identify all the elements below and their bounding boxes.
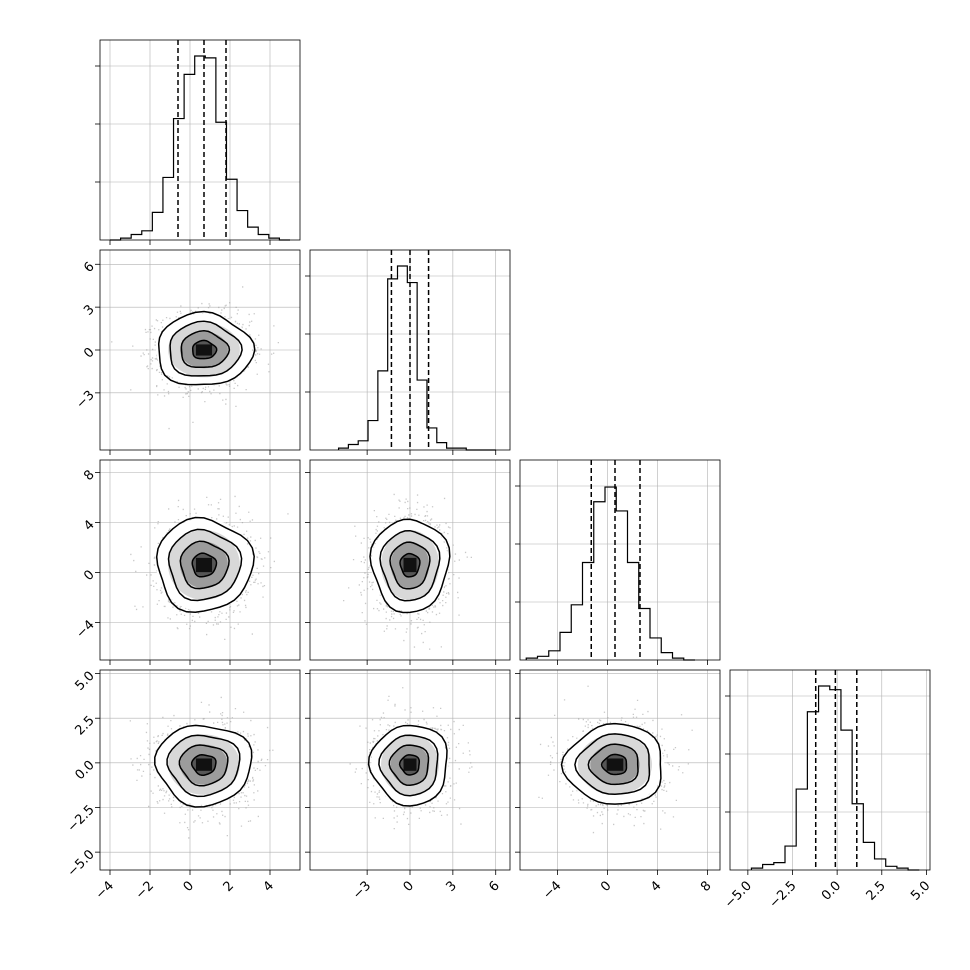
contour-line	[369, 518, 451, 614]
x-tick-label: 0	[181, 878, 197, 894]
contour-line	[167, 528, 243, 602]
contour-line	[398, 754, 421, 776]
x-tick-label: −4	[93, 878, 117, 902]
histogram-panel-1	[305, 249, 511, 455]
histogram-panel-3: −5.0 −2.5 0.0 2.5 5.0	[722, 669, 933, 911]
density-core	[403, 758, 417, 771]
scatter-panel-0-1: −3 0 3 6	[73, 249, 301, 455]
scatter-content	[310, 670, 510, 870]
scatter-content	[520, 670, 720, 870]
scatter-2-3-frame	[519, 669, 721, 871]
contour-line	[399, 552, 421, 578]
x-tick-label: 2.5	[864, 878, 889, 903]
x-tick-label: 3	[443, 878, 459, 894]
scatter-points	[130, 495, 289, 640]
histogram-3-frame	[729, 669, 931, 871]
x-tick-label: −4	[540, 878, 564, 902]
histogram-0-frame	[99, 39, 301, 241]
histogram-steps	[525, 486, 695, 661]
x-tick-label: −3	[350, 878, 374, 902]
contour-line	[190, 754, 217, 776]
scatter-0-3-frame	[99, 669, 301, 871]
scatter-points	[129, 696, 274, 839]
contour-line	[378, 734, 439, 797]
scatter-panel-1-3: −3 0 3 6	[305, 669, 511, 903]
y-tick-label: 2.5	[72, 713, 97, 738]
y-tick-label: −5.0	[65, 847, 98, 880]
x-tick-label: 6	[486, 878, 502, 894]
histogram-2-frame	[519, 459, 721, 661]
contour-line	[155, 516, 255, 614]
contour-line	[180, 330, 231, 369]
y-tick-label: 0.0	[72, 758, 97, 783]
contour-line	[191, 552, 218, 578]
contour-line	[560, 722, 662, 805]
x-tick-label: −2	[133, 878, 157, 902]
density-core	[195, 344, 213, 356]
x-tick-label: 0.0	[819, 878, 844, 903]
histogram-panel-2	[515, 459, 721, 665]
contour-line	[154, 724, 253, 808]
y-tick-label: −4	[73, 618, 97, 642]
y-tick-label: 5.0	[72, 669, 97, 694]
x-tick-label: −5.0	[722, 878, 755, 911]
contour-line	[191, 339, 218, 360]
x-tick-label: 2	[221, 878, 237, 894]
contour-line	[388, 744, 430, 787]
y-tick-label: 4	[81, 518, 97, 534]
scatter-content	[310, 460, 510, 660]
x-tick-label: −2.5	[767, 878, 800, 911]
y-tick-label: −3	[73, 388, 97, 412]
contour-line	[179, 540, 230, 590]
x-tick-label: 4	[648, 878, 664, 894]
x-tick-label: 8	[698, 878, 714, 894]
scatter-content	[100, 670, 300, 870]
scatter-panel-2-3: −4 0 4 8	[515, 669, 721, 903]
scatter-panel-0-2: −4 0 4 8	[73, 459, 301, 665]
contour-line	[166, 734, 241, 798]
x-tick-label: 0	[598, 878, 614, 894]
density-core	[195, 557, 213, 573]
contour-line	[157, 310, 256, 386]
contour-line	[169, 320, 243, 377]
x-tick-label: 5.0	[908, 878, 933, 903]
density-core	[195, 758, 213, 771]
histogram-steps	[110, 55, 290, 241]
y-tick-label: 8	[81, 468, 97, 484]
density-core	[403, 557, 417, 573]
histogram-steps	[750, 685, 920, 871]
y-tick-label: −2.5	[65, 803, 98, 836]
y-tick-label: 0	[81, 345, 97, 361]
histogram-steps	[337, 265, 496, 451]
y-tick-label: 0	[81, 568, 97, 584]
scatter-panel-1-2	[305, 459, 511, 665]
contour-line	[574, 733, 651, 796]
density-core	[606, 758, 624, 771]
contour-line	[587, 743, 639, 786]
scatter-panel-0-3: −4 −2 0 2 4 −5.0 −2.5 0.0 2.5 5.0	[65, 669, 301, 903]
contour-line	[178, 744, 229, 787]
x-tick-label: 4	[261, 878, 277, 894]
histogram-panel-0	[95, 39, 301, 245]
scatter-0-2-frame	[99, 459, 301, 661]
contour-line	[379, 529, 441, 602]
contour-line	[600, 753, 628, 776]
y-tick-label: 6	[81, 259, 97, 275]
scatter-content	[100, 460, 300, 660]
contour-line	[389, 541, 431, 590]
scatter-content	[100, 250, 300, 450]
contour-line	[367, 724, 448, 807]
y-tick-label: 3	[81, 302, 97, 318]
x-tick-label: 0	[401, 878, 417, 894]
